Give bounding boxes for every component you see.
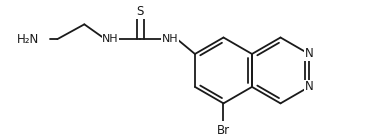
Text: NH: NH <box>102 34 119 44</box>
Text: S: S <box>137 5 144 18</box>
Text: NH: NH <box>162 34 178 44</box>
Text: N: N <box>305 80 313 93</box>
Text: N: N <box>305 47 313 60</box>
Text: H₂N: H₂N <box>17 33 39 46</box>
Text: Br: Br <box>217 124 230 137</box>
